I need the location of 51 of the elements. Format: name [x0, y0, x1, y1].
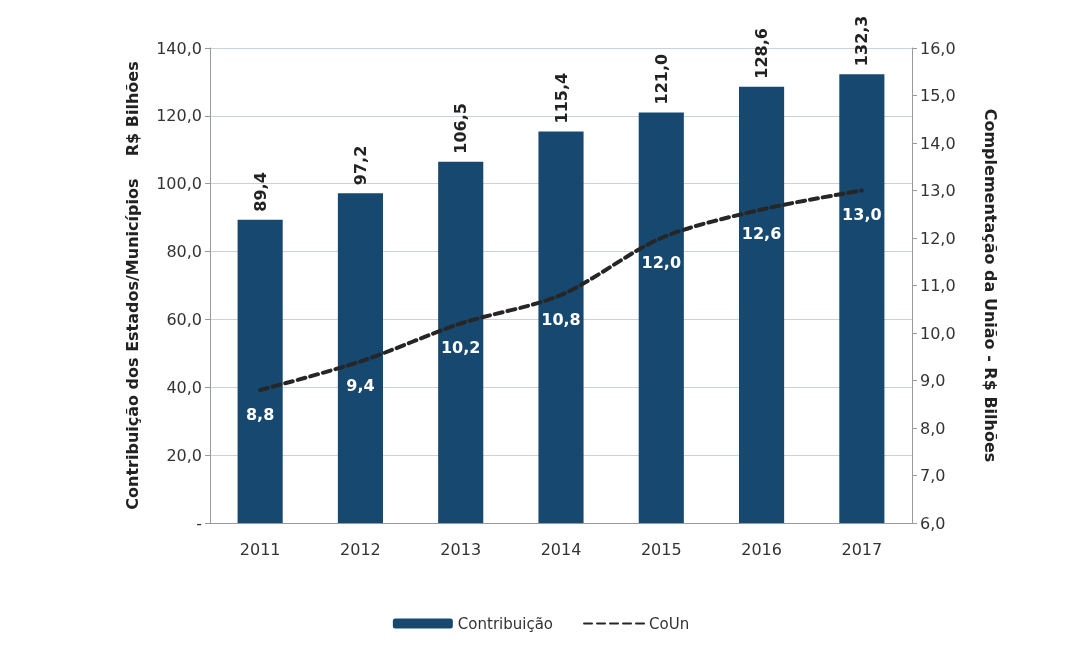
y-tick-label: 60,0 — [166, 309, 202, 329]
data-label: 12,0 — [641, 252, 682, 272]
y-tick-label: 120,0 — [156, 106, 202, 126]
data-label: 10,8 — [541, 309, 581, 329]
bar — [337, 193, 383, 523]
y2-axis-title: Complementação da União - R$ Bilhões — [980, 108, 1000, 463]
data-label: 115,4 — [551, 72, 571, 124]
x-tick-label: 2013 — [440, 539, 482, 559]
x-tick-label: 2014 — [540, 539, 582, 559]
y2-tick-label: 7,0 — [920, 466, 946, 485]
y-tick-label: 100,0 — [156, 174, 202, 194]
bar — [638, 112, 684, 523]
y2-tick-label: 12,0 — [920, 228, 956, 248]
data-label: 9,4 — [346, 376, 375, 395]
data-label: 128,6 — [752, 28, 772, 79]
y2-tick-label: 13,0 — [920, 181, 956, 200]
legend-label: Contribuição — [457, 614, 554, 633]
x-tick-label: 2016 — [741, 539, 782, 559]
data-label: 97,2 — [350, 145, 370, 186]
x-tick-label: 2011 — [239, 539, 281, 559]
data-label: 132,3 — [852, 15, 872, 67]
x-tick-label: 2017 — [841, 539, 883, 559]
y2-tick-label: 8,0 — [920, 418, 946, 438]
y2-tick-label: 10,0 — [920, 323, 956, 343]
y-tick-label: 40,0 — [166, 377, 202, 397]
bar — [438, 161, 484, 523]
y2-tick-label: 15,0 — [920, 86, 956, 105]
data-label: 89,4 — [250, 172, 270, 212]
y-tick-label: 20,0 — [166, 445, 202, 465]
data-label: 12,6 — [741, 224, 782, 243]
x-tick-label: 2012 — [340, 539, 381, 559]
y-tick-label: 140,0 — [156, 38, 202, 58]
x-tick-label: 2015 — [640, 539, 682, 559]
bar — [538, 131, 584, 523]
bar — [839, 74, 885, 523]
y2-tick-label: 9,0 — [920, 371, 946, 390]
bar — [739, 86, 785, 523]
y2-tick-label: 11,0 — [920, 276, 956, 295]
data-label: 13,0 — [842, 205, 882, 224]
data-label: 8,8 — [245, 404, 275, 424]
y-tick-label: - — [196, 513, 202, 533]
y2-tick-label: 6,0 — [920, 513, 946, 533]
y2-tick-label: 14,0 — [920, 133, 956, 153]
y2-tick-label: 16,0 — [920, 38, 956, 58]
data-label: 121,0 — [651, 53, 671, 105]
y-axis-title: Contribuição dos Estados/Municípios R$ Bilhões — [122, 61, 142, 510]
data-label: 10,2 — [440, 338, 481, 357]
bar — [237, 219, 283, 523]
legend-label: CoUn — [649, 614, 690, 633]
y-tick-label: 80,0 — [166, 242, 202, 262]
data-label: 106,5 — [451, 103, 471, 154]
